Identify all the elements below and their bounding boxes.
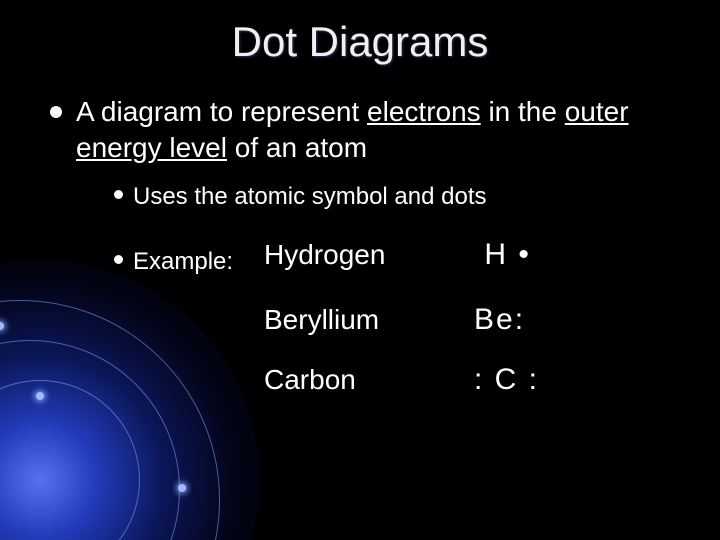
bullet-level-2: Uses the atomic symbol and dots	[114, 181, 680, 212]
slide: Dot Diagrams A diagram to represent elec…	[0, 0, 720, 540]
example-label: Example:	[133, 246, 233, 277]
bullet-icon	[50, 106, 62, 118]
example-dot-symbol: : C :	[474, 363, 539, 397]
sub-bullet-text: Uses the atomic symbol and dots	[133, 181, 487, 212]
text-fragment: A diagram to represent	[76, 96, 367, 127]
text-fragment: in the	[481, 96, 565, 127]
example-dot-symbol: Be:	[474, 303, 525, 337]
bullet-main-text: A diagram to represent electrons in the …	[76, 94, 680, 167]
example-row: Beryllium Be:	[114, 303, 680, 337]
bullet-icon	[114, 255, 123, 264]
example-element-name: Carbon	[264, 364, 474, 396]
example-element-name: Hydrogen	[264, 239, 474, 271]
example-dot-symbol: H •	[474, 238, 531, 272]
slide-title: Dot Diagrams	[40, 18, 680, 66]
examples-block: Example: Hydrogen H • Beryllium Be: Carb…	[114, 238, 680, 397]
underlined-term: electrons	[367, 96, 481, 127]
example-row: Carbon : C :	[114, 363, 680, 397]
example-element-name: Beryllium	[264, 304, 474, 336]
bullet-icon	[114, 190, 123, 199]
example-lead: Example:	[114, 246, 264, 277]
bullet-level-1: A diagram to represent electrons in the …	[50, 94, 680, 167]
example-row: Example: Hydrogen H •	[114, 238, 680, 277]
text-fragment: of an atom	[227, 132, 367, 163]
